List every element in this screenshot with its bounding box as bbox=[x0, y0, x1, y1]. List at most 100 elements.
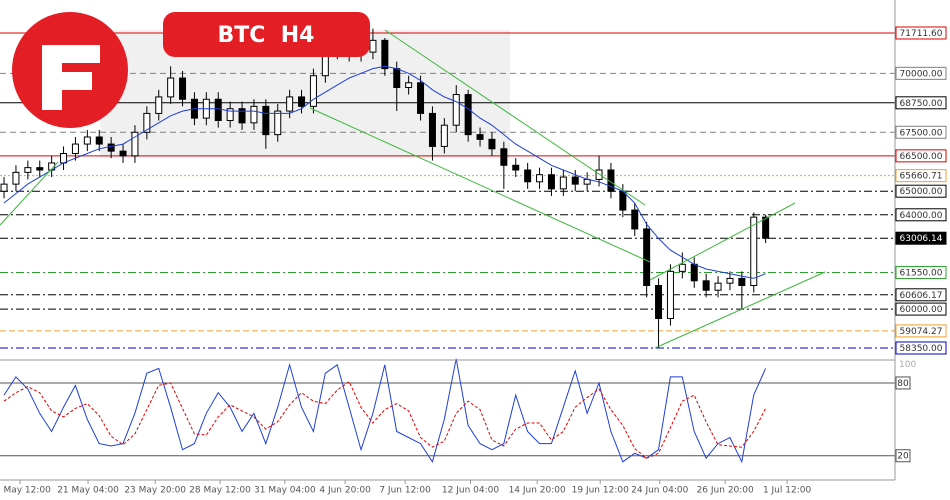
candle-body bbox=[738, 277, 746, 287]
candle-body bbox=[131, 131, 139, 157]
x-tick-label: 28 May 12:00 bbox=[189, 486, 251, 496]
channel-line bbox=[649, 202, 796, 281]
channel-line bbox=[654, 271, 826, 349]
candle-body bbox=[226, 108, 234, 121]
candle-body bbox=[512, 164, 520, 171]
channel-lines bbox=[0, 29, 826, 349]
candle-body bbox=[298, 96, 306, 107]
x-tick-label: 19 Jun 12:00 bbox=[572, 486, 629, 496]
level-label: 67500.00 bbox=[900, 128, 943, 138]
candle-body bbox=[405, 82, 413, 88]
level-label-box bbox=[895, 184, 947, 198]
level-label: 61550.00 bbox=[900, 269, 943, 279]
candle-body bbox=[24, 167, 32, 173]
level-label-box bbox=[895, 302, 947, 316]
candle-body bbox=[238, 108, 246, 124]
channel-line bbox=[0, 161, 59, 226]
candle-body bbox=[750, 216, 758, 287]
candle-body bbox=[536, 174, 544, 183]
logo-mark bbox=[42, 45, 100, 110]
level-label-box bbox=[895, 149, 947, 163]
plot-area bbox=[0, 28, 895, 464]
candle-body bbox=[476, 134, 484, 140]
level-label-box bbox=[895, 231, 947, 245]
candle-body bbox=[262, 105, 270, 136]
candle-body bbox=[95, 136, 103, 145]
level-label: 64000.00 bbox=[900, 211, 943, 221]
candle-body bbox=[250, 105, 258, 124]
candle-body bbox=[595, 169, 603, 180]
chart-title: BTC H4 bbox=[218, 23, 315, 48]
level-label-box bbox=[895, 266, 947, 280]
candle-body bbox=[179, 77, 187, 100]
x-tick-label: 21 May 04:00 bbox=[57, 486, 119, 496]
candle-body bbox=[369, 39, 377, 53]
candle-body bbox=[83, 136, 91, 145]
candle-body bbox=[274, 110, 282, 136]
level-label-box bbox=[895, 449, 911, 463]
x-tick-label: 14 Jun 20:00 bbox=[509, 486, 566, 496]
level-label: 68750.00 bbox=[900, 99, 943, 109]
x-tick-label: 24 Jun 04:00 bbox=[631, 486, 688, 496]
level-label: 60606.17 bbox=[900, 291, 943, 301]
candle-body bbox=[643, 228, 651, 287]
candle-body bbox=[702, 280, 710, 291]
level-label-box bbox=[895, 376, 911, 390]
logo-circle bbox=[12, 12, 128, 128]
y-tick-label: 100 bbox=[899, 360, 916, 370]
candle-body bbox=[286, 96, 294, 112]
level-label: 20 bbox=[897, 452, 909, 462]
candle-body bbox=[107, 143, 115, 152]
level-label: 58350.00 bbox=[900, 344, 943, 354]
candle-body bbox=[452, 94, 460, 126]
title-box bbox=[163, 12, 370, 57]
x-tick-label: 23 May 20:00 bbox=[124, 486, 186, 496]
candle-body bbox=[762, 216, 770, 239]
candle-body bbox=[559, 176, 567, 190]
channel-line bbox=[384, 29, 646, 206]
level-label-box bbox=[895, 169, 947, 183]
candle-body bbox=[214, 98, 222, 121]
candle-body bbox=[464, 94, 472, 136]
candle-body bbox=[500, 148, 508, 166]
oscillator-line bbox=[3, 358, 767, 464]
axis-labels: 71711.60 70000.00 68750.00 67500.00 66500.00… bbox=[0, 26, 947, 496]
candle-body bbox=[666, 270, 674, 320]
candle-body bbox=[167, 77, 175, 98]
candle-body bbox=[417, 82, 425, 114]
candle-body bbox=[71, 143, 79, 154]
candle-body bbox=[690, 263, 698, 282]
candle-body bbox=[678, 263, 686, 272]
level-label: 60000.00 bbox=[900, 305, 943, 315]
x-tick-label: 16 May 12:00 bbox=[0, 486, 51, 496]
candle-body bbox=[119, 150, 127, 157]
level-label: 63006.14 bbox=[900, 234, 943, 244]
candle-body bbox=[619, 190, 627, 211]
candle-body bbox=[0, 183, 8, 192]
level-label: 70000.00 bbox=[900, 69, 943, 79]
candle-body bbox=[36, 167, 44, 171]
x-tick-label: 7 Jun 12:00 bbox=[379, 486, 431, 496]
candle-body bbox=[60, 152, 68, 164]
level-label: 65660.71 bbox=[900, 172, 943, 182]
candle-body bbox=[655, 285, 663, 320]
level-label: 65000.00 bbox=[900, 187, 943, 197]
x-tick-label: 31 May 04:00 bbox=[254, 486, 316, 496]
level-label-box bbox=[895, 341, 947, 355]
candle-body bbox=[12, 171, 20, 185]
level-label: 80 bbox=[897, 379, 909, 389]
x-tick-label: 12 Jun 04:00 bbox=[442, 486, 499, 496]
candle-body bbox=[309, 75, 317, 107]
candle-body bbox=[381, 39, 389, 70]
candle-body bbox=[547, 174, 555, 190]
candle-body bbox=[428, 112, 436, 147]
level-label: 59074.27 bbox=[900, 327, 943, 337]
candle-body bbox=[155, 96, 163, 114]
candle-body bbox=[524, 169, 532, 183]
x-tick-label: 1 Jul 12:00 bbox=[763, 486, 812, 496]
candle-body bbox=[488, 138, 496, 150]
channel-line bbox=[309, 107, 651, 263]
level-label-box bbox=[895, 96, 947, 110]
candle-body bbox=[143, 112, 151, 133]
